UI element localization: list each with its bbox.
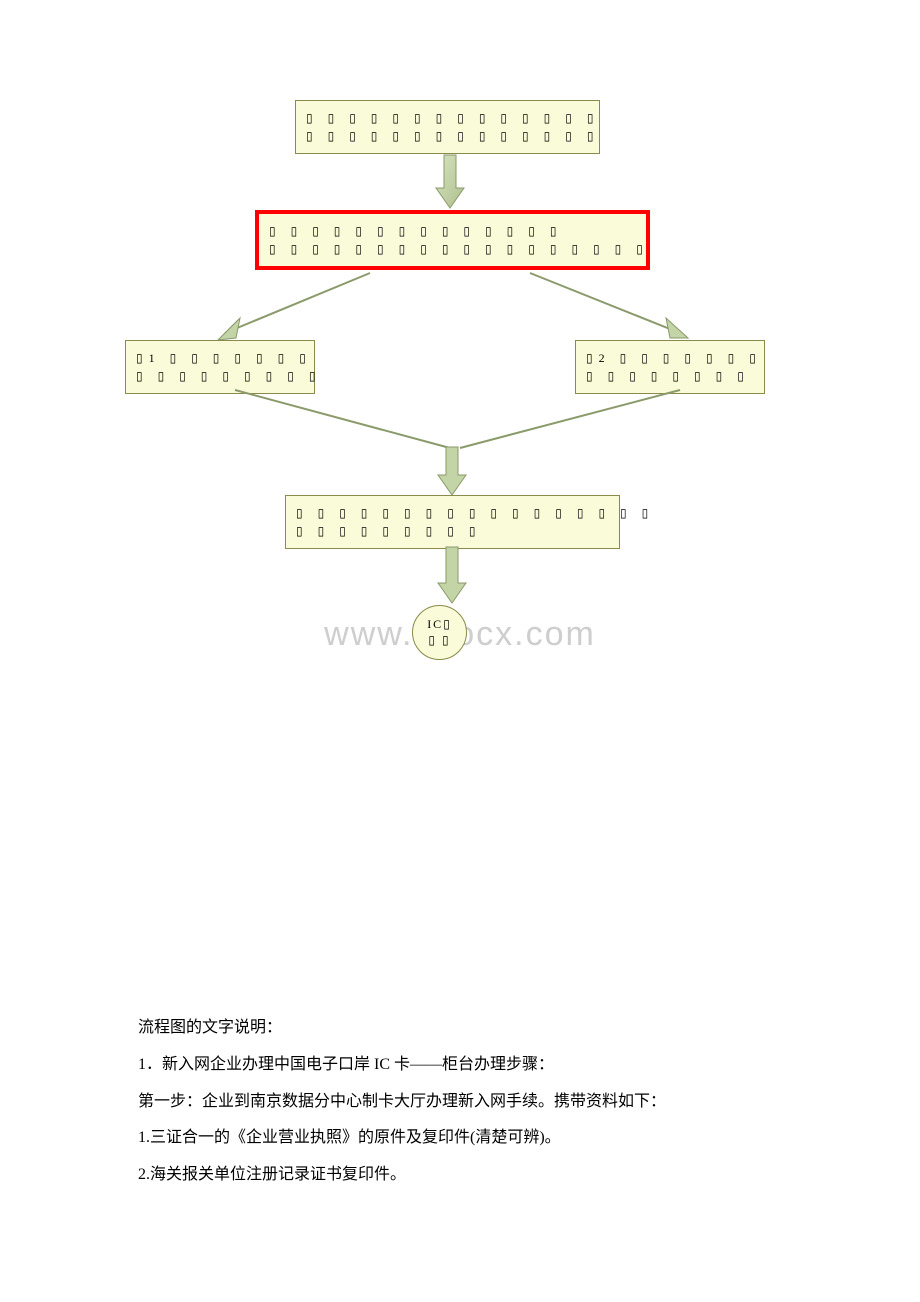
node2-row2: ▯ ▯ ▯ ▯ ▯ ▯ ▯ ▯ ▯ ▯ ▯ ▯ ▯ ▯ ▯ ▯ ▯ ▯ bbox=[269, 240, 636, 258]
node2-row1: ▯ ▯ ▯ ▯ ▯ ▯ ▯ ▯ ▯ ▯ ▯ ▯ ▯ ▯ bbox=[269, 222, 636, 240]
arrow-diag-left bbox=[200, 268, 380, 348]
circle-label-top: IC▯ bbox=[427, 617, 452, 633]
node3-row2: ▯ ▯ ▯ ▯ ▯ ▯ ▯ ▯ ▯ bbox=[136, 367, 304, 385]
node4-row1: ▯2 ▯ ▯ ▯ ▯ ▯ ▯ ▯ bbox=[586, 349, 754, 367]
node4-row2: ▯ ▯ ▯ ▯ ▯ ▯ ▯ ▯ bbox=[586, 367, 754, 385]
text-line2: 第一步：企业到南京数据分中心制卡大厅办理新入网手续。携带资料如下： bbox=[138, 1084, 788, 1121]
flowchart-container: ▯ ▯ ▯ ▯ ▯ ▯ ▯ ▯ ▯ ▯ ▯ ▯ ▯ ▯ ▯ ▯ ▯ ▯ ▯ ▯ … bbox=[0, 100, 920, 700]
arrow-down-2 bbox=[432, 445, 472, 497]
arrow-down-1 bbox=[430, 150, 470, 210]
node5-row2: ▯ ▯ ▯ ▯ ▯ ▯ ▯ ▯ ▯ bbox=[296, 522, 609, 540]
arrow-down-3 bbox=[432, 545, 472, 607]
text-line4: 2.海关报关单位注册记录证书复印件。 bbox=[138, 1157, 788, 1194]
arrow-diag-right bbox=[520, 268, 720, 348]
text-line3: 1.三证合一的《企业营业执照》的原件及复印件(清楚可辨)。 bbox=[138, 1120, 788, 1157]
body-text-block: 流程图的文字说明： 1．新入网企业办理中国电子口岸 IC 卡——柜台办理步骤： … bbox=[138, 1010, 788, 1194]
text-line1: 1．新入网企业办理中国电子口岸 IC 卡——柜台办理步骤： bbox=[138, 1047, 788, 1084]
node1-row1: ▯ ▯ ▯ ▯ ▯ ▯ ▯ ▯ ▯ ▯ ▯ ▯ ▯ ▯ bbox=[306, 109, 589, 127]
flow-node-4: ▯2 ▯ ▯ ▯ ▯ ▯ ▯ ▯ ▯ ▯ ▯ ▯ ▯ ▯ ▯ ▯ bbox=[575, 340, 765, 394]
text-heading: 流程图的文字说明： bbox=[138, 1010, 788, 1047]
circle-label-bot: ▯ ▯ bbox=[428, 633, 450, 649]
flow-node-3: ▯1 ▯ ▯ ▯ ▯ ▯ ▯ ▯ ▯ ▯ ▯ ▯ ▯ ▯ ▯ ▯ ▯ bbox=[125, 340, 315, 394]
node5-row1: ▯ ▯ ▯ ▯ ▯ ▯ ▯ ▯ ▯ ▯ ▯ ▯ ▯ ▯ ▯ ▯ ▯ bbox=[296, 504, 609, 522]
flow-node-1: ▯ ▯ ▯ ▯ ▯ ▯ ▯ ▯ ▯ ▯ ▯ ▯ ▯ ▯ ▯ ▯ ▯ ▯ ▯ ▯ … bbox=[295, 100, 600, 154]
flow-node-2: ▯ ▯ ▯ ▯ ▯ ▯ ▯ ▯ ▯ ▯ ▯ ▯ ▯ ▯ ▯ ▯ ▯ ▯ ▯ ▯ … bbox=[255, 210, 650, 270]
node3-row1: ▯1 ▯ ▯ ▯ ▯ ▯ ▯ ▯ bbox=[136, 349, 304, 367]
flow-node-5: ▯ ▯ ▯ ▯ ▯ ▯ ▯ ▯ ▯ ▯ ▯ ▯ ▯ ▯ ▯ ▯ ▯ ▯ ▯ ▯ … bbox=[285, 495, 620, 549]
node1-row2: ▯ ▯ ▯ ▯ ▯ ▯ ▯ ▯ ▯ ▯ ▯ ▯ ▯ ▯ bbox=[306, 127, 589, 145]
flow-node-end: IC▯ ▯ ▯ bbox=[412, 605, 467, 660]
